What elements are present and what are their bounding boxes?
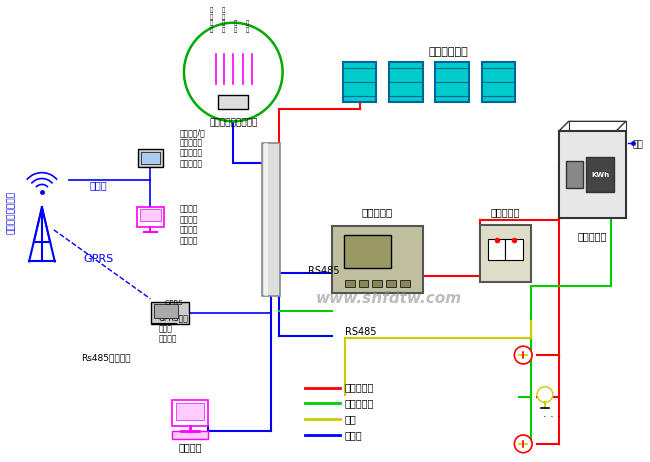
Bar bbox=[332, 226, 423, 293]
Bar bbox=[389, 62, 422, 102]
Bar bbox=[436, 62, 469, 102]
Text: 风
速: 风 速 bbox=[233, 20, 237, 33]
Text: 交流配电箱: 交流配电箱 bbox=[491, 207, 520, 217]
Bar bbox=[386, 280, 396, 286]
Bar bbox=[400, 280, 410, 286]
Text: 零火: 零火 bbox=[632, 140, 643, 150]
Text: 服务器云计算中心: 服务器云计算中心 bbox=[7, 190, 16, 234]
Text: · · ·: · · · bbox=[543, 412, 561, 422]
Text: 以太网: 以太网 bbox=[89, 181, 107, 190]
Bar bbox=[138, 149, 163, 167]
Bar bbox=[262, 143, 279, 296]
Text: 联网电视
远程监控
光伏电站
（选配）: 联网电视 远程监控 光伏电站 （选配） bbox=[180, 205, 198, 245]
Bar bbox=[343, 62, 376, 102]
Text: RS485: RS485 bbox=[344, 328, 376, 337]
Bar bbox=[151, 302, 189, 323]
Circle shape bbox=[184, 23, 283, 122]
Text: 风
向: 风 向 bbox=[246, 20, 249, 33]
Bar bbox=[344, 280, 355, 286]
Text: RS485: RS485 bbox=[308, 266, 340, 276]
Bar bbox=[488, 239, 506, 261]
Bar bbox=[359, 280, 369, 286]
Text: Rs485或以太网: Rs485或以太网 bbox=[81, 353, 131, 363]
Bar bbox=[506, 239, 523, 261]
Text: 火线或正极: 火线或正极 bbox=[344, 383, 374, 393]
Text: GPRS数据
采集器
（选配）: GPRS数据 采集器 （选配） bbox=[159, 314, 188, 343]
Bar bbox=[140, 209, 161, 221]
Bar bbox=[155, 304, 178, 317]
Bar bbox=[566, 161, 584, 188]
Text: 用户配电箱: 用户配电箱 bbox=[578, 231, 607, 241]
Bar bbox=[344, 235, 391, 268]
Bar bbox=[482, 62, 515, 102]
Text: KWh: KWh bbox=[591, 171, 609, 177]
Text: 光伏组件方阵: 光伏组件方阵 bbox=[428, 47, 468, 57]
Circle shape bbox=[537, 387, 553, 402]
Text: 通讯线: 通讯线 bbox=[344, 430, 362, 440]
Bar bbox=[140, 152, 161, 164]
Text: www.shfdtw.com: www.shfdtw.com bbox=[316, 292, 462, 306]
Text: 环
境
温
度: 环 境 温 度 bbox=[222, 7, 225, 33]
Circle shape bbox=[514, 346, 532, 364]
Bar bbox=[586, 157, 614, 192]
Bar bbox=[136, 207, 164, 227]
Text: 环境监测仪（选配）: 环境监测仪（选配） bbox=[209, 119, 257, 128]
Bar bbox=[372, 280, 382, 286]
Bar bbox=[172, 431, 207, 439]
Bar bbox=[176, 403, 203, 419]
Text: GPRS: GPRS bbox=[165, 300, 183, 306]
Bar bbox=[559, 131, 626, 218]
Text: 本地监控: 本地监控 bbox=[178, 442, 202, 452]
Circle shape bbox=[514, 435, 532, 453]
Text: 零线或负极: 零线或负极 bbox=[344, 398, 374, 408]
Bar bbox=[480, 225, 531, 282]
Text: 地线: 地线 bbox=[344, 414, 356, 424]
Bar bbox=[264, 143, 268, 296]
Text: 太
阳
辐
射: 太 阳 辐 射 bbox=[210, 7, 213, 33]
Bar bbox=[172, 401, 207, 426]
Bar bbox=[218, 95, 248, 109]
Text: 用户手机/平
板电脑远程
监控光伏电
站（选配）: 用户手机/平 板电脑远程 监控光伏电 站（选配） bbox=[180, 128, 206, 168]
Text: 并网逆变器: 并网逆变器 bbox=[361, 207, 393, 217]
Text: GPRS: GPRS bbox=[83, 255, 113, 264]
